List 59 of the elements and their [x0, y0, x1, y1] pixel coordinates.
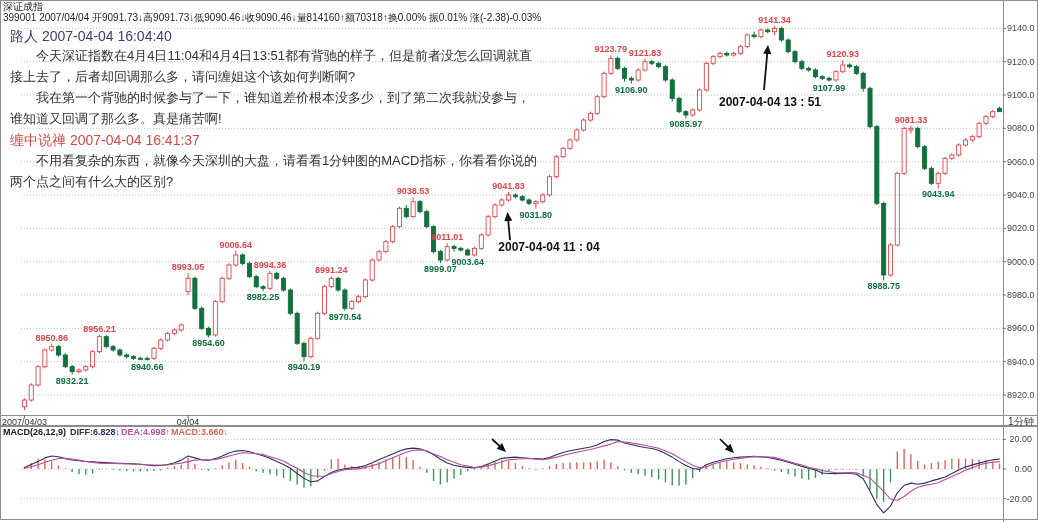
data-label: 8999.07 [424, 264, 457, 275]
data-label: 9006.64 [219, 239, 253, 250]
title: MACD(26,12,9) [3, 427, 67, 437]
y-tick-label: 8960.0 [1007, 323, 1035, 334]
annotation: 谁知道又回调了那么多。真是痛苦啊! [10, 109, 222, 128]
y-tick-label: 9060.0 [1007, 156, 1035, 167]
data-label: 9120.93 [826, 49, 859, 60]
annotation: 今天深证指数在4月4日11:04和4月4日13:51都有背驰的样子，但是前者没怎么回调就直 [36, 47, 533, 66]
data-label: 8994.36 [253, 260, 287, 271]
xlabel: 1分钟 [1008, 415, 1034, 426]
annotation: 两个点之间有什么大的区别? [10, 172, 174, 191]
y-tick-label: -20.00 [1006, 493, 1032, 504]
data-label: 9085.97 [669, 119, 703, 130]
annotation: 接上去了，后者却回调那么多，请问缠姐这个该如何判断啊? [10, 68, 356, 87]
data-label: 9141.34 [758, 15, 791, 26]
x-tick-label: 2007/04/03 [1, 416, 47, 426]
data-label: 9107.99 [812, 82, 846, 93]
y-tick-label: 9100.0 [1007, 90, 1035, 100]
annotation: 缠中说禅 2007-04-04 16:41:37 [10, 130, 200, 150]
data-label: 8982.25 [246, 292, 280, 303]
annotation: 我在第一个背驰的时候参与了一下，谁知道差价根本没多少，到了第二次我就没参与， [36, 89, 530, 108]
data-label: 8988.75 [867, 281, 900, 292]
y-tick-label: 8920.0 [1007, 390, 1035, 400]
data-label: 9043.94 [921, 189, 955, 200]
data-label: 8932.21 [55, 375, 89, 386]
annotation: 2007-04-04 13 : 51 [718, 95, 822, 109]
data-label: 8940.19 [287, 362, 321, 373]
annotation: 路人 2007-04-04 16:04:40 [10, 26, 172, 46]
data-label: 9123.79 [594, 44, 628, 55]
y-tick-label: 9140.0 [1007, 23, 1035, 34]
subtitle: 399001 2007/04/04 开9091.73↓高9091.73↓低9090.46↓收9090.46↓量814160↑额70318↑换0.00% 振0.01% 涨(-2.38)-0.03% [3, 12, 542, 23]
y-tick-label: 8940.0 [1007, 356, 1035, 367]
y-tick-label: 9080.0 [1007, 123, 1035, 134]
annotation: 2007-04-04 11 : 04 [498, 240, 600, 254]
y-tick-label: 20.00 [1009, 434, 1032, 445]
data-label: 8991.24 [315, 265, 348, 276]
data-label: 9041.83 [492, 180, 525, 191]
data-label: 8954.60 [192, 338, 225, 349]
data-label: 9106.90 [615, 84, 648, 95]
x-tick-label: 04/04 [176, 416, 200, 426]
y-tick-label: 9120.0 [1007, 56, 1035, 67]
y-tick-label: 9020.0 [1007, 223, 1035, 234]
data-label: 8940.66 [130, 361, 164, 372]
data-label: 9031.80 [519, 209, 553, 220]
data-label: 8956.21 [83, 323, 116, 334]
annotation: 不用看复杂的东西，就像今天深圳的大盘，请看看1分钟图的MACD指标，你看看你说的 [36, 151, 537, 170]
y-tick-label: 8980.0 [1007, 290, 1035, 300]
y-tick-label: 9040.0 [1007, 190, 1035, 200]
data-label: 8970.54 [328, 311, 362, 322]
y-tick-label: 0.00 [1014, 464, 1032, 475]
data-label: 8950.86 [35, 332, 68, 343]
data-label: 9003.64 [451, 256, 484, 267]
legend: DIFF:6.828↓DEA:4.998↑MACD:3.660↓ [70, 427, 229, 437]
data-label: 9081.33 [894, 115, 928, 126]
title: 深证成指 [3, 1, 43, 12]
data-label: 9038.53 [396, 186, 430, 197]
data-label: 8993.05 [171, 262, 205, 273]
data-label: 9121.83 [628, 47, 662, 58]
y-tick-label: 9000.0 [1007, 256, 1035, 267]
